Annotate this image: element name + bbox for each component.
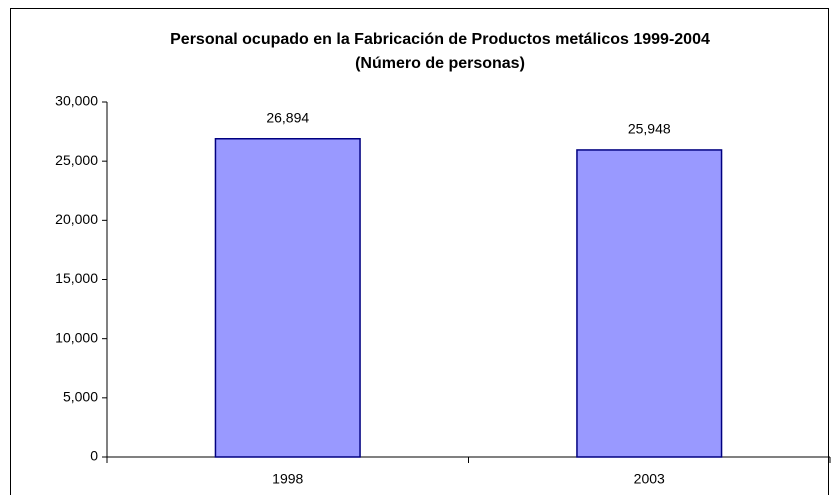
bar	[214, 138, 361, 458]
x-tick-label: 1998	[272, 471, 303, 487]
y-tick-label: 5,000	[63, 389, 98, 405]
bar	[576, 149, 723, 458]
data-label: 25,948	[628, 121, 671, 137]
data-label: 26,894	[266, 109, 309, 125]
chart-title: Personal ocupado en la Fabricación de Pr…	[170, 31, 710, 48]
y-tick-label: 30,000	[55, 93, 98, 109]
y-tick-label: 20,000	[55, 211, 98, 227]
title-block: Personal ocupado en la Fabricación de Pr…	[160, 28, 720, 76]
y-tick-label: 15,000	[55, 270, 98, 286]
chart-subtitle: (Número de personas)	[355, 55, 525, 72]
y-tick-label: 10,000	[55, 329, 98, 345]
x-tick-label: 2003	[634, 471, 665, 487]
y-tick-label: 25,000	[55, 152, 98, 168]
y-tick-label: 0	[90, 448, 98, 464]
